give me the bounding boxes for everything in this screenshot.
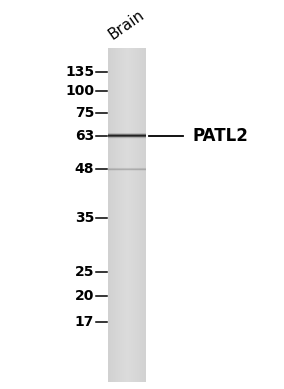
Text: 20: 20 bbox=[75, 289, 94, 303]
Bar bbox=[116, 48, 117, 382]
Bar bbox=[136, 48, 137, 382]
Bar bbox=[144, 48, 145, 382]
Bar bbox=[121, 48, 122, 382]
Bar bbox=[117, 48, 118, 382]
Bar bbox=[145, 48, 146, 382]
Text: 100: 100 bbox=[65, 84, 94, 98]
Text: 35: 35 bbox=[75, 211, 94, 225]
Bar bbox=[108, 48, 146, 382]
Bar bbox=[125, 48, 126, 382]
Bar bbox=[110, 48, 111, 382]
Bar bbox=[113, 48, 114, 382]
Bar bbox=[139, 48, 140, 382]
Bar bbox=[129, 48, 130, 382]
Text: 75: 75 bbox=[75, 106, 94, 120]
Bar bbox=[127, 48, 128, 382]
Bar bbox=[123, 48, 124, 382]
Bar bbox=[137, 48, 138, 382]
Bar bbox=[141, 48, 142, 382]
Text: Brain: Brain bbox=[106, 7, 147, 42]
Bar bbox=[142, 48, 143, 382]
Bar bbox=[131, 48, 132, 382]
Bar bbox=[115, 48, 116, 382]
Bar bbox=[122, 48, 123, 382]
Text: 17: 17 bbox=[75, 315, 94, 329]
Bar bbox=[135, 48, 136, 382]
Bar bbox=[124, 48, 125, 382]
Text: 48: 48 bbox=[75, 162, 94, 176]
Bar bbox=[126, 48, 127, 382]
Bar bbox=[140, 48, 141, 382]
Bar bbox=[118, 48, 119, 382]
Bar bbox=[143, 48, 144, 382]
Bar bbox=[132, 48, 133, 382]
Bar bbox=[133, 48, 134, 382]
Bar bbox=[130, 48, 131, 382]
Bar bbox=[111, 48, 112, 382]
Bar bbox=[128, 48, 129, 382]
Text: PATL2: PATL2 bbox=[193, 126, 248, 145]
Bar bbox=[108, 48, 109, 382]
Bar bbox=[112, 48, 113, 382]
Text: 63: 63 bbox=[75, 129, 94, 143]
Text: 135: 135 bbox=[65, 65, 94, 79]
Bar bbox=[120, 48, 121, 382]
Bar bbox=[134, 48, 135, 382]
Bar bbox=[119, 48, 120, 382]
Bar bbox=[138, 48, 139, 382]
Text: 25: 25 bbox=[75, 265, 94, 279]
Bar bbox=[114, 48, 115, 382]
Bar bbox=[109, 48, 110, 382]
